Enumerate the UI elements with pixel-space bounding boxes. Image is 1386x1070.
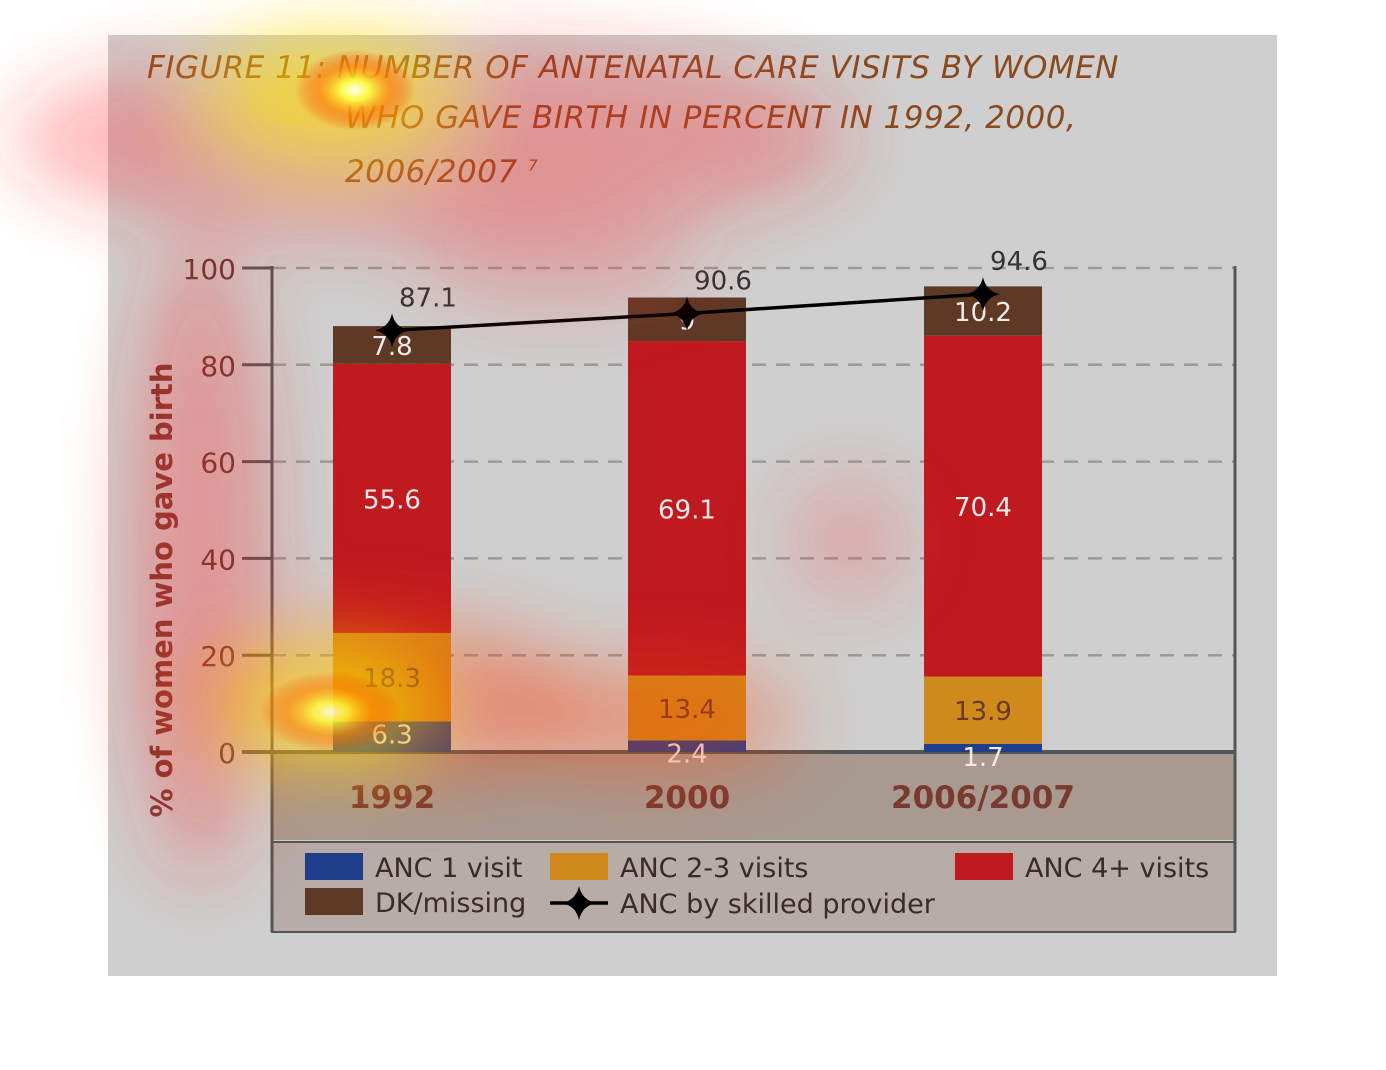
y-tick-label: 20 xyxy=(200,640,236,673)
skilled-provider-value-label: 94.6 xyxy=(990,247,1048,277)
y-tick-label: 40 xyxy=(200,543,236,576)
skilled-provider-value-label: 87.1 xyxy=(399,283,457,313)
bar-segment-2006-2007-0 xyxy=(924,743,1042,752)
legend-swatch xyxy=(305,888,363,915)
skilled-provider-marker xyxy=(375,313,409,348)
skilled-provider-marker xyxy=(966,277,1000,312)
bar-segment-1992-2 xyxy=(333,363,451,633)
bar-segment-label: 70.4 xyxy=(954,493,1012,523)
bar-segment-label: 55.6 xyxy=(363,485,421,515)
legend-line-marker xyxy=(562,886,596,920)
bar-segment-2000-2 xyxy=(628,341,746,676)
bar-segment-label: 18.3 xyxy=(363,664,421,694)
legend-label: ANC 4+ visits xyxy=(1025,853,1209,884)
x-category-label: 2006/2007 xyxy=(891,780,1075,816)
legend-swatch xyxy=(305,853,363,880)
legend-label: ANC by skilled provider xyxy=(620,889,936,920)
bar-segment-label: 13.9 xyxy=(954,697,1012,727)
legend-label: ANC 2-3 visits xyxy=(620,853,809,884)
bar-segment-label: 69.1 xyxy=(658,495,716,525)
bar-segment-label: 1.7 xyxy=(962,743,1003,773)
bar-segment-label: 13.4 xyxy=(658,695,716,725)
y-tick-label: 0 xyxy=(218,737,236,770)
legend-box xyxy=(271,841,1236,933)
legend-swatch xyxy=(550,853,608,880)
bar-segment-label: 2.4 xyxy=(666,739,707,769)
bar-segment-label: 6.3 xyxy=(371,721,412,751)
y-tick-label: 100 xyxy=(183,253,236,286)
legend-label: DK/missing xyxy=(375,888,526,919)
y-tick-label: 80 xyxy=(200,350,236,383)
legend-swatch xyxy=(955,853,1013,880)
y-axis-label: % of women who gave birth xyxy=(145,362,179,817)
y-tick-label: 60 xyxy=(200,447,236,480)
bar-segment-2006-2007-2 xyxy=(924,335,1042,677)
legend-label: ANC 1 visit xyxy=(375,853,523,884)
skilled-provider-marker xyxy=(670,296,704,331)
x-category-label: 1992 xyxy=(349,780,435,816)
bar-segment-2006-2007-1 xyxy=(924,676,1042,744)
skilled-provider-value-label: 90.6 xyxy=(694,266,752,296)
x-category-label: 2000 xyxy=(644,780,730,816)
